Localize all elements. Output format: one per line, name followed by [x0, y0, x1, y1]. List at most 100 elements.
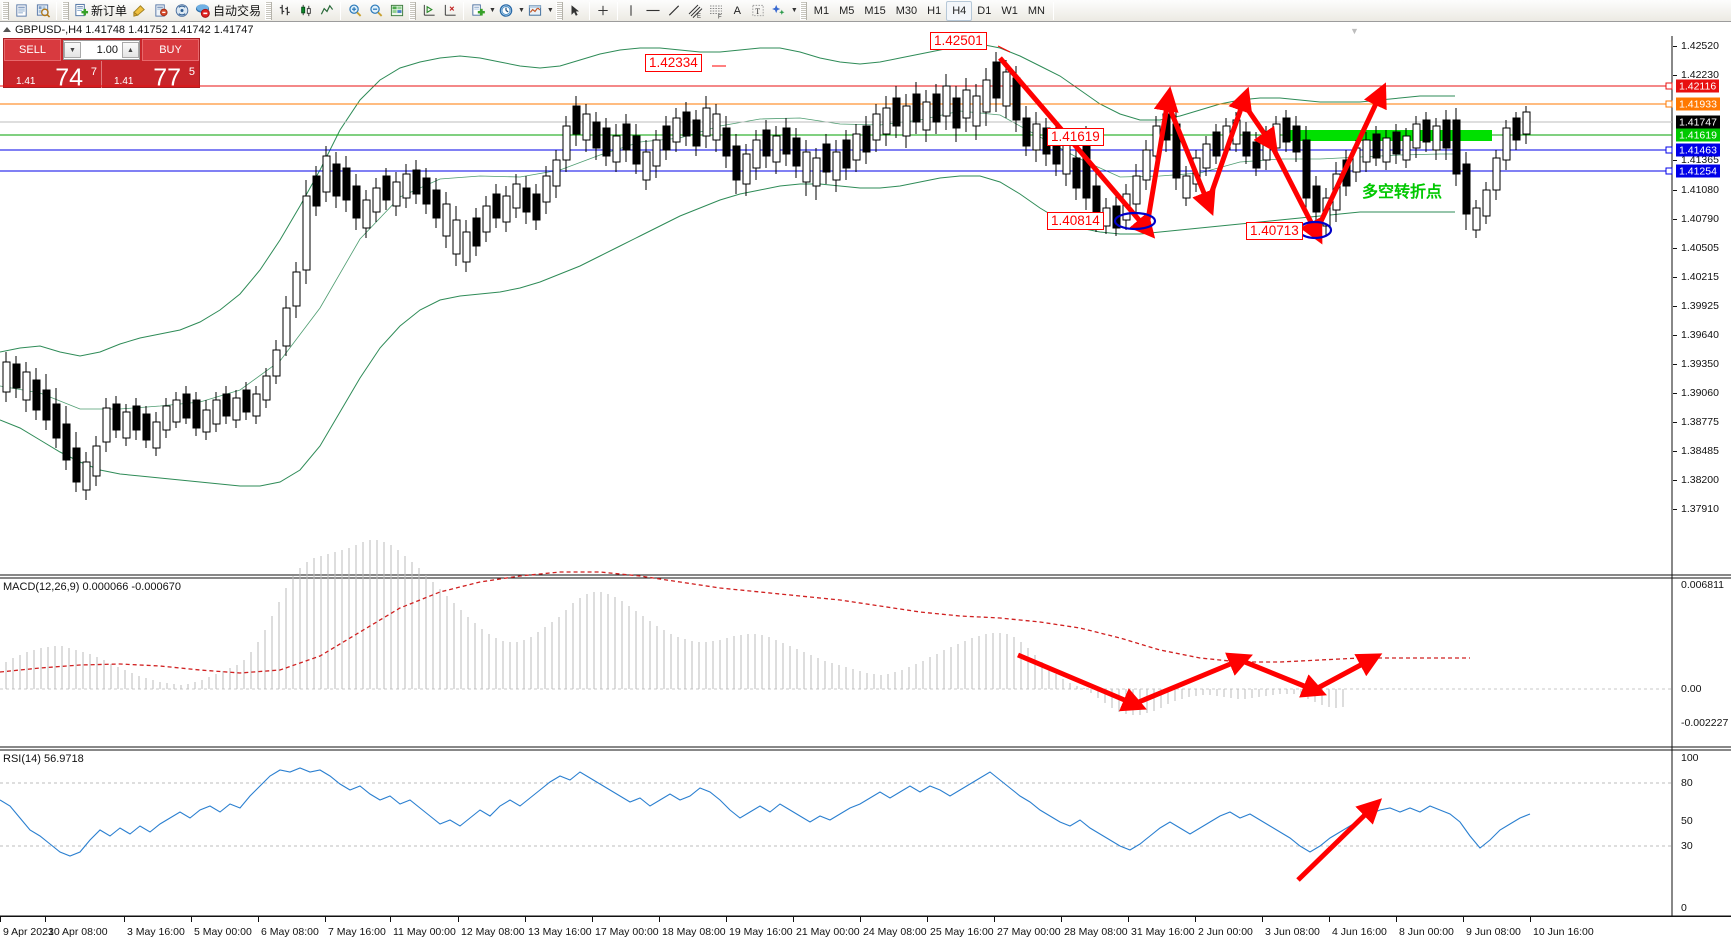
price-box-blue-1[interactable]: 1.41463: [1676, 143, 1720, 157]
anno-high-142334[interactable]: 1.42334: [645, 54, 702, 72]
sell-price-pip: 7: [90, 66, 97, 78]
timeframe-mn[interactable]: MN: [1027, 4, 1045, 17]
price-tick-label: 1.41080: [1681, 184, 1719, 196]
autotrading-label: 自动交易: [213, 4, 262, 18]
price-tick-label: 1.40505: [1681, 242, 1719, 254]
trendline-icon[interactable]: [664, 1, 685, 21]
time-axis[interactable]: 9 Apr 2021 30 Apr 08:00 3 May 16:00 5 Ma…: [0, 916, 1731, 942]
templates-icon[interactable]: [525, 1, 546, 21]
time-label: 9 Jun 08:00: [1466, 926, 1521, 938]
vertical-line-icon[interactable]: [621, 1, 642, 21]
price-box-blue-2[interactable]: 1.41254: [1676, 164, 1720, 178]
collapse-triangle-icon[interactable]: [3, 27, 11, 32]
terminal-icon[interactable]: [11, 1, 32, 21]
chart-shift-icon[interactable]: [386, 1, 407, 21]
time-label: 12 May 08:00: [461, 926, 525, 938]
periods-icon[interactable]: [496, 1, 517, 21]
timeframe-w1[interactable]: W1: [1001, 4, 1018, 17]
equidistant-channel-icon[interactable]: E: [685, 1, 706, 21]
auto-scroll-icon[interactable]: [418, 1, 439, 21]
zoom-in-icon[interactable]: [344, 1, 365, 21]
shapes-icon[interactable]: [769, 1, 790, 21]
price-tick: [1673, 451, 1677, 452]
chevron-down-icon-periods[interactable]: ▼: [517, 7, 525, 14]
metaeditor-icon[interactable]: [129, 1, 150, 21]
chevron-down-icon-shapes[interactable]: ▼: [790, 7, 798, 14]
time-label: 19 May 16:00: [729, 926, 793, 938]
toolbar-grip-2[interactable]: [62, 1, 69, 20]
candlestick-chart-icon[interactable]: [295, 1, 316, 21]
macd-tick-label: 0.006811: [1681, 579, 1725, 591]
main-toolbar: 新订单 自动交易: [0, 0, 1731, 22]
price-tick-label: 1.40790: [1681, 213, 1719, 225]
volume-value[interactable]: 1.00: [96, 44, 118, 56]
volume-decrease-button[interactable]: ▼: [64, 42, 81, 58]
timeframe-h4[interactable]: H4: [946, 0, 973, 21]
chart-shift-marker-icon[interactable]: [439, 1, 460, 21]
toolbar-grip-4[interactable]: [409, 1, 417, 20]
anno-high-142501[interactable]: 1.42501: [930, 32, 987, 50]
price-box-bid[interactable]: 1.41747: [1676, 115, 1720, 129]
indicators-icon[interactable]: [467, 1, 488, 21]
buy-button[interactable]: BUY: [142, 39, 199, 61]
crosshair-icon[interactable]: [593, 1, 614, 21]
time-label: 8 Jun 00:00: [1399, 926, 1454, 938]
sell-price-prefix: 1.41: [16, 76, 36, 87]
price-tick: [1673, 364, 1677, 365]
toolbar-grip-6[interactable]: [799, 1, 807, 20]
market-watch-icon[interactable]: [32, 1, 53, 21]
chart-shift-marker[interactable]: ▼: [1350, 26, 1359, 36]
toolbar-grip-3[interactable]: [265, 1, 273, 20]
anno-low-140713[interactable]: 1.40713: [1246, 222, 1303, 240]
strategy-tester-icon[interactable]: [150, 1, 171, 21]
toolbar-separator: [56, 1, 57, 20]
price-tick: [1673, 393, 1677, 394]
volume-increase-button[interactable]: ▲: [122, 42, 139, 58]
anno-mid-141619[interactable]: 1.41619: [1047, 128, 1104, 146]
rsi-indicator-title[interactable]: RSI(14) 56.9718: [3, 753, 84, 765]
horizontal-line-icon[interactable]: [642, 1, 664, 21]
cursor-icon[interactable]: [565, 1, 586, 21]
signals-icon[interactable]: [171, 1, 192, 21]
symbol-info-text: GBPUSD-,H4 1.41748 1.41752 1.41742 1.417…: [15, 23, 254, 36]
price-tick-label: 1.37910: [1681, 503, 1719, 515]
autotrading-button[interactable]: 自动交易: [192, 1, 263, 21]
sell-price[interactable]: 1.41 74 7: [4, 61, 101, 91]
price-tick-label: 1.40215: [1681, 271, 1719, 283]
price-tick-label: 1.39925: [1681, 300, 1719, 312]
chevron-down-icon-templates[interactable]: ▼: [546, 7, 554, 14]
timeframe-m5[interactable]: M5: [839, 4, 855, 17]
macd-indicator-title[interactable]: MACD(12,26,9) 0.000066 -0.000670: [3, 581, 181, 593]
text-label-icon[interactable]: T: [748, 1, 769, 21]
volume-stepper[interactable]: ▼ 1.00 ▲: [63, 40, 140, 60]
fibonacci-retracement-icon[interactable]: F: [706, 1, 727, 21]
timeframe-m15[interactable]: M15: [864, 4, 886, 17]
toolbar-grip[interactable]: [2, 1, 9, 20]
rsi-tick-label: 100: [1681, 752, 1699, 764]
toolbar-separator-3: [463, 1, 465, 20]
price-box-green[interactable]: 1.41619: [1676, 128, 1720, 142]
bar-chart-icon[interactable]: [274, 1, 295, 21]
rsi-tick-label: 30: [1681, 840, 1693, 852]
new-order-button[interactable]: 新订单: [71, 1, 129, 21]
rsi-tick-label: 0: [1681, 902, 1687, 914]
sell-button[interactable]: SELL: [4, 39, 61, 61]
buy-price[interactable]: 1.41 77 5: [101, 61, 199, 91]
chevron-down-icon-indicators[interactable]: ▼: [489, 7, 496, 14]
turning-point-note[interactable]: 多空转折点: [1362, 184, 1443, 201]
price-tick: [1673, 248, 1677, 249]
price-box-orange[interactable]: 1.41933: [1676, 97, 1720, 111]
text-icon[interactable]: A: [733, 4, 742, 17]
timeframe-m30[interactable]: M30: [895, 4, 918, 17]
toolbar-grip-5[interactable]: [555, 1, 563, 20]
zoom-out-icon[interactable]: [365, 1, 386, 21]
buy-price-prefix: 1.41: [114, 76, 134, 87]
timeframe-m1[interactable]: M1: [813, 4, 830, 17]
price-tick: [1673, 160, 1677, 161]
price-box-red[interactable]: 1.42116: [1676, 79, 1720, 93]
line-chart-icon[interactable]: [316, 1, 337, 21]
time-label: 18 May 08:00: [662, 926, 726, 938]
anno-low-140814[interactable]: 1.40814: [1047, 212, 1104, 230]
timeframe-d1[interactable]: D1: [977, 4, 992, 17]
timeframe-h1[interactable]: H1: [927, 4, 942, 17]
